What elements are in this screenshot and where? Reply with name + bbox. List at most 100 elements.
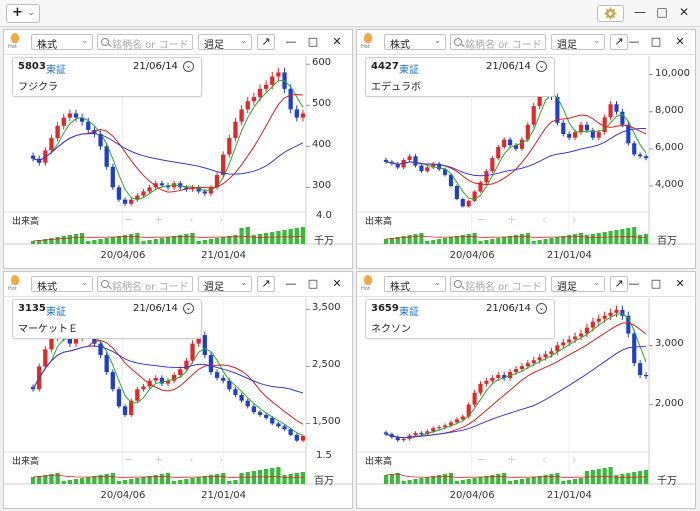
popout-button[interactable]: ↗ (610, 34, 628, 50)
price-chart[interactable] (4, 30, 353, 269)
panel-maximize-button[interactable]: □ (307, 35, 319, 48)
candle-body (584, 124, 590, 131)
volume-nav-plus-icon[interactable]: + (154, 453, 164, 466)
hot-button[interactable]: Hot (360, 33, 376, 51)
volume-nav-right-icon[interactable]: › (572, 213, 577, 226)
panel-maximize-button[interactable]: □ (650, 35, 662, 48)
popout-button[interactable]: ↗ (257, 34, 275, 50)
symbol-search-input[interactable]: 銘柄名 or コード (450, 276, 546, 293)
price-chart[interactable] (357, 30, 696, 269)
candle-body (49, 337, 54, 350)
hot-button[interactable]: Hot (360, 275, 376, 293)
panel-maximize-button[interactable]: □ (650, 277, 662, 290)
period-select[interactable]: 週足 ⌄ (198, 276, 252, 293)
volume-nav-plus-icon[interactable]: + (154, 213, 164, 226)
chevron-down-icon[interactable]: ⌄ (183, 303, 194, 314)
panel-minimize-button[interactable]: — (628, 277, 640, 290)
market-label: 東証 (399, 65, 419, 76)
volume-bar (626, 473, 631, 484)
volume-bar (67, 480, 73, 484)
candle-body (251, 97, 257, 102)
volume-nav-minus-icon[interactable]: − (124, 213, 134, 226)
volume-bar (472, 478, 477, 484)
panel-minimize-button[interactable]: — (285, 277, 297, 290)
candle-body (466, 404, 471, 417)
volume-nav-right-icon[interactable]: › (219, 213, 224, 226)
hot-button[interactable]: Hot (7, 33, 23, 51)
market-select[interactable]: 株式 ⌄ (31, 34, 93, 51)
market-select[interactable]: 株式 ⌄ (384, 34, 446, 51)
panel-minimize-button[interactable]: — (628, 35, 640, 48)
volume-nav-plus-icon[interactable]: + (507, 213, 517, 226)
volume-bar (104, 238, 109, 244)
add-chart-button[interactable]: + ⌄ (6, 4, 40, 23)
volume-bar (643, 234, 649, 244)
volume-bar (233, 480, 238, 484)
volume-nav-left-icon[interactable]: ‹ (542, 213, 547, 226)
volume-bar (567, 480, 572, 484)
volume-nav-plus-icon[interactable]: + (507, 453, 517, 466)
settings-button[interactable] (597, 5, 624, 22)
chevron-down-icon[interactable]: ⌄ (536, 61, 547, 72)
period-select[interactable]: 週足 ⌄ (551, 276, 605, 293)
panel-maximize-button[interactable]: □ (307, 277, 319, 290)
volume-nav-left-icon[interactable]: ‹ (189, 453, 194, 466)
volume-bar (202, 476, 207, 484)
volume-bar (300, 472, 306, 484)
restore-button[interactable]: □ (656, 5, 668, 19)
panel-close-button[interactable]: ✕ (332, 35, 342, 48)
candle-body (531, 360, 536, 364)
volume-bar (448, 237, 454, 244)
market-select[interactable]: 株式 ⌄ (31, 276, 93, 293)
chevron-down-icon[interactable]: ⌄ (536, 303, 547, 314)
volume-bar (43, 475, 48, 484)
minimize-button[interactable]: — (634, 5, 646, 19)
volume-nav-left-icon[interactable]: ‹ (542, 453, 547, 466)
market-select-value: 株式 (390, 282, 410, 293)
stock-name: フジクラ (18, 82, 58, 93)
volume-nav-left-icon[interactable]: ‹ (189, 213, 194, 226)
price-chart[interactable] (357, 272, 696, 509)
candle-body (490, 377, 495, 381)
panel-minimize-button[interactable]: — (285, 35, 297, 48)
candle-body (431, 428, 436, 432)
candle-body (643, 156, 649, 159)
period-select-value: 週足 (204, 40, 224, 51)
chevron-down-icon[interactable]: ⌄ (183, 61, 194, 72)
candle-body (184, 187, 189, 190)
candle-body (466, 200, 471, 207)
popout-button[interactable]: ↗ (257, 276, 275, 292)
period-select[interactable]: 週足 ⌄ (551, 34, 605, 51)
volume-bar (288, 474, 293, 484)
symbol-search-input[interactable]: 銘柄名 or コード (450, 34, 546, 51)
hot-label: Hot (361, 286, 370, 292)
volume-nav-minus-icon[interactable]: − (124, 453, 134, 466)
volume-nav-minus-icon[interactable]: − (477, 213, 487, 226)
candle-body (208, 355, 214, 373)
volume-average-line (33, 474, 303, 478)
close-button[interactable]: ✕ (678, 5, 690, 19)
volume-nav-minus-icon[interactable]: − (477, 453, 487, 466)
volume-nav-right-icon[interactable]: › (219, 453, 224, 466)
x-axis-tick-label: 20/04/06 (100, 490, 146, 501)
price-chart[interactable] (4, 272, 353, 509)
symbol-search-input[interactable]: 銘柄名 or コード (97, 34, 193, 51)
volume-bar (561, 481, 566, 484)
symbol-search-input[interactable]: 銘柄名 or コード (97, 276, 193, 293)
hot-button[interactable]: Hot (7, 275, 23, 293)
popout-button[interactable]: ↗ (610, 276, 628, 292)
panel-close-button[interactable]: ✕ (675, 35, 685, 48)
candle-body (549, 351, 554, 355)
volume-average-line (33, 236, 303, 242)
period-select[interactable]: 週足 ⌄ (198, 34, 252, 51)
market-select[interactable]: 株式 ⌄ (384, 276, 446, 293)
panel-close-button[interactable]: ✕ (332, 277, 342, 290)
volume-nav-right-icon[interactable]: › (572, 453, 577, 466)
panel-close-button[interactable]: ✕ (675, 277, 685, 290)
volume-bar (484, 476, 489, 484)
volume-bar (178, 235, 183, 244)
volume-bar (110, 473, 115, 484)
volume-bar (61, 481, 66, 484)
chevron-down-icon: ⌄ (28, 8, 35, 17)
candle-body (442, 425, 448, 428)
